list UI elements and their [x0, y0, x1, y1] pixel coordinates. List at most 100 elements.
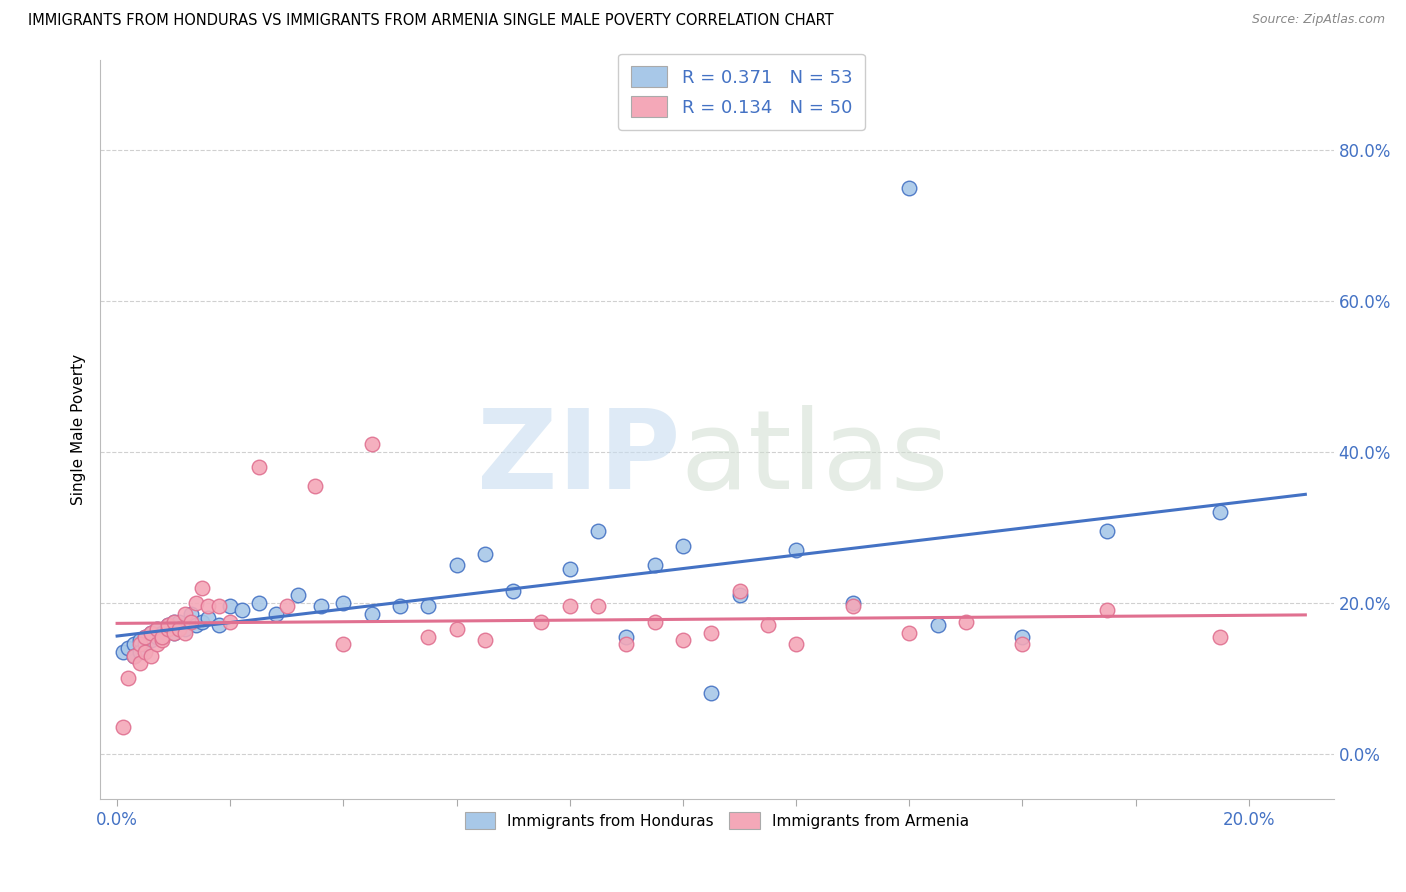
Point [309, 599, 332, 614]
Point [474, 633, 496, 648]
Point [1209, 630, 1232, 644]
Point [186, 596, 208, 610]
Text: atlas: atlas [681, 405, 949, 512]
Point [122, 637, 145, 651]
Point [122, 648, 145, 663]
Point [191, 581, 214, 595]
Legend: Immigrants from Honduras, Immigrants from Armenia: Immigrants from Honduras, Immigrants fro… [458, 805, 976, 836]
Point [304, 479, 326, 493]
Text: ZIP: ZIP [477, 405, 681, 512]
Point [558, 562, 581, 576]
Point [128, 637, 150, 651]
Point [418, 630, 440, 644]
Point [672, 539, 695, 553]
Point [898, 626, 921, 640]
Point [276, 599, 298, 614]
Point [1097, 524, 1119, 538]
Point [644, 558, 666, 572]
Point [139, 626, 162, 640]
Point [1011, 630, 1033, 644]
Point [128, 656, 150, 670]
Point [145, 622, 167, 636]
Point [360, 607, 382, 621]
Point [139, 633, 162, 648]
Point [122, 648, 145, 663]
Point [163, 615, 186, 629]
Point [785, 542, 807, 557]
Point [111, 645, 134, 659]
Point [169, 622, 191, 636]
Point [287, 588, 309, 602]
Point [174, 626, 197, 640]
Point [219, 615, 242, 629]
Point [174, 622, 197, 636]
Point [128, 633, 150, 648]
Point [180, 615, 202, 629]
Point [145, 630, 167, 644]
Point [264, 607, 287, 621]
Point [474, 547, 496, 561]
Point [180, 607, 202, 621]
Text: IMMIGRANTS FROM HONDURAS VS IMMIGRANTS FROM ARMENIA SINGLE MALE POVERTY CORRELAT: IMMIGRANTS FROM HONDURAS VS IMMIGRANTS F… [28, 13, 834, 29]
Point [756, 618, 779, 632]
Point [174, 607, 197, 621]
Point [186, 618, 208, 632]
Point [700, 626, 723, 640]
Point [163, 615, 186, 629]
Point [145, 622, 167, 636]
Point [728, 588, 751, 602]
Point [332, 637, 354, 651]
Point [191, 615, 214, 629]
Point [841, 596, 863, 610]
Point [389, 599, 412, 614]
Point [219, 599, 242, 614]
Point [157, 622, 180, 636]
Point [117, 640, 139, 655]
Point [360, 437, 382, 451]
Point [247, 596, 270, 610]
Point [728, 584, 751, 599]
Point [1097, 603, 1119, 617]
Point [247, 459, 270, 474]
Point [332, 596, 354, 610]
Point [614, 630, 637, 644]
Point [898, 181, 921, 195]
Point [502, 584, 524, 599]
Point [157, 618, 180, 632]
Point [139, 626, 162, 640]
Point [614, 637, 637, 651]
Y-axis label: Single Male Poverty: Single Male Poverty [72, 353, 86, 505]
Point [644, 615, 666, 629]
Point [169, 615, 191, 629]
Point [134, 630, 156, 644]
Point [586, 599, 609, 614]
Point [117, 671, 139, 685]
Point [558, 599, 581, 614]
Point [157, 618, 180, 632]
Point [157, 622, 180, 636]
Point [197, 599, 219, 614]
Point [145, 637, 167, 651]
Point [150, 626, 173, 640]
Point [785, 637, 807, 651]
Point [139, 648, 162, 663]
Point [197, 611, 219, 625]
Point [955, 615, 977, 629]
Point [700, 686, 723, 700]
Text: Source: ZipAtlas.com: Source: ZipAtlas.com [1251, 13, 1385, 27]
Point [446, 622, 468, 636]
Point [134, 645, 156, 659]
Point [208, 599, 231, 614]
Point [163, 626, 186, 640]
Point [418, 599, 440, 614]
Point [150, 630, 173, 644]
Point [586, 524, 609, 538]
Point [134, 637, 156, 651]
Point [1011, 637, 1033, 651]
Point [150, 630, 173, 644]
Point [163, 626, 186, 640]
Point [169, 618, 191, 632]
Point [446, 558, 468, 572]
Point [231, 603, 253, 617]
Point [134, 630, 156, 644]
